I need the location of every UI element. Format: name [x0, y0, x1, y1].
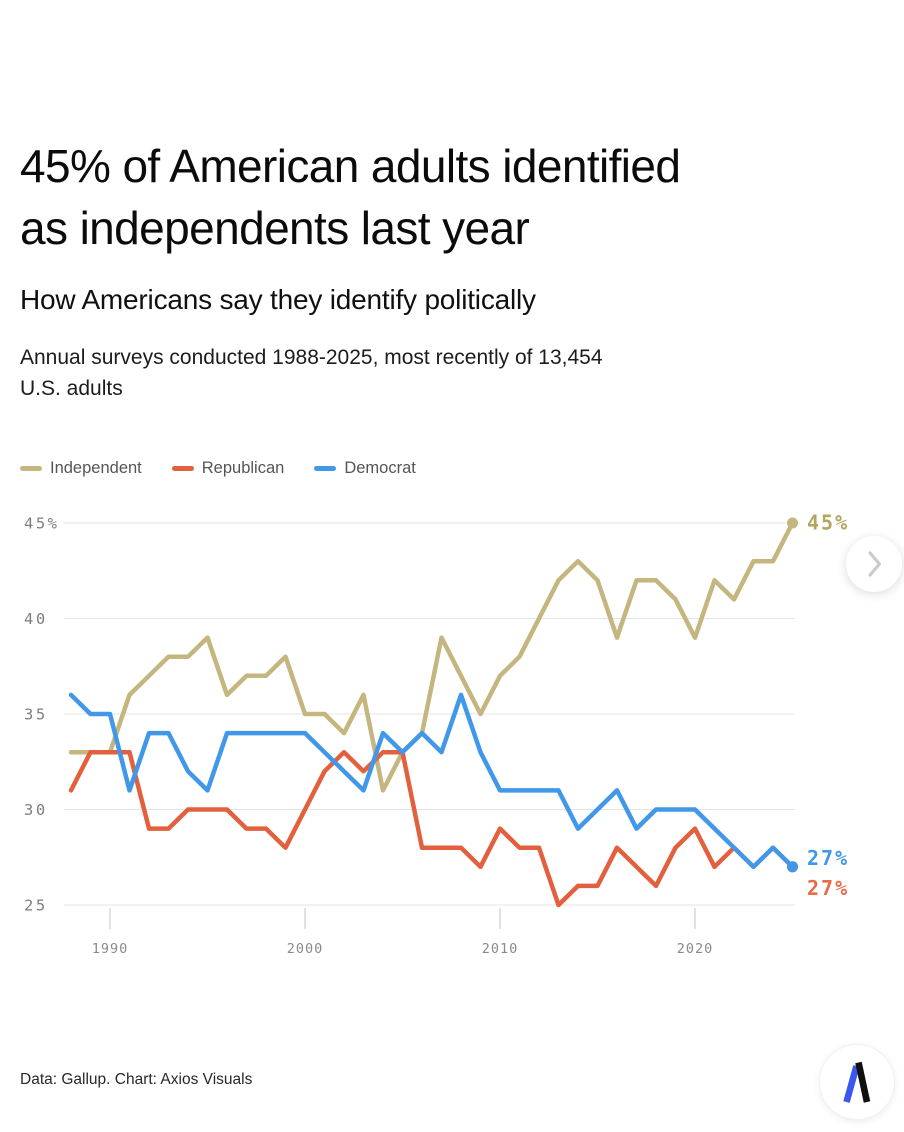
carousel-next-button[interactable]	[846, 536, 902, 592]
x-axis-label: 2020	[677, 941, 714, 957]
chart-description: Annual surveys conducted 1988-2025, most…	[20, 342, 850, 404]
chart-description-line1: Annual surveys conducted 1988-2025, most…	[20, 346, 603, 369]
y-axis-label: 35	[24, 706, 48, 724]
y-axis-label: 25	[24, 897, 48, 915]
chart-subtitle: How Americans say they identify politica…	[20, 284, 536, 316]
ylabel-bg	[16, 512, 64, 534]
chart-description-line2: U.S. adults	[20, 377, 123, 400]
legend-swatch-icon	[314, 466, 337, 471]
page-title-line2: as independents last year	[20, 201, 530, 254]
legend-label: Democrat	[344, 459, 416, 477]
legend-swatch-icon	[20, 466, 42, 471]
legend-item: Democrat	[314, 459, 416, 478]
axios-mark-icon	[843, 1061, 871, 1103]
axios-logo	[819, 1044, 895, 1120]
legend-item: Republican	[171, 459, 285, 478]
legend-swatch-icon	[171, 466, 194, 471]
series-end-label: 27%	[807, 876, 849, 900]
series-democrat	[68, 692, 795, 870]
x-axis-label: 2000	[287, 941, 324, 957]
chart-svg: 45% 40 35 30 25 1990 2000 2010 2020 45% 27% 27%	[16, 511, 849, 957]
y-axis-label: 40	[24, 610, 48, 628]
chevron-right-icon	[868, 551, 882, 577]
page-title: 45% of American adults identified as inde…	[20, 135, 900, 259]
legend-item: Independent	[20, 459, 142, 478]
series-end-dot	[787, 517, 798, 529]
y-axis-label: 30	[24, 801, 48, 819]
chart-legend: Independent Republican Democrat	[20, 459, 416, 478]
series-independent	[68, 520, 795, 793]
ylabel-bg	[16, 703, 64, 725]
ylabel-bg	[16, 607, 64, 630]
series-end-label: 27%	[807, 846, 849, 870]
x-axis-label: 2010	[482, 941, 519, 957]
data-credit: Data: Gallup. Chart: Axios Visuals	[20, 1071, 253, 1088]
page-title-line1: 45% of American adults identified	[20, 139, 681, 192]
series-republican	[68, 749, 795, 908]
x-axis-label: 1990	[92, 941, 129, 957]
y-axis-label: 45%	[24, 515, 60, 533]
series-end-label: 45%	[807, 511, 849, 535]
line-chart: 45% 40 35 30 25 1990 2000 2010 2020 45% 27% 27%	[0, 505, 904, 975]
ylabel-bg	[16, 894, 64, 916]
legend-label: Republican	[201, 459, 285, 477]
series-end-dot	[787, 861, 798, 873]
ylabel-bg	[16, 798, 64, 821]
legend-label: Independent	[50, 459, 142, 477]
